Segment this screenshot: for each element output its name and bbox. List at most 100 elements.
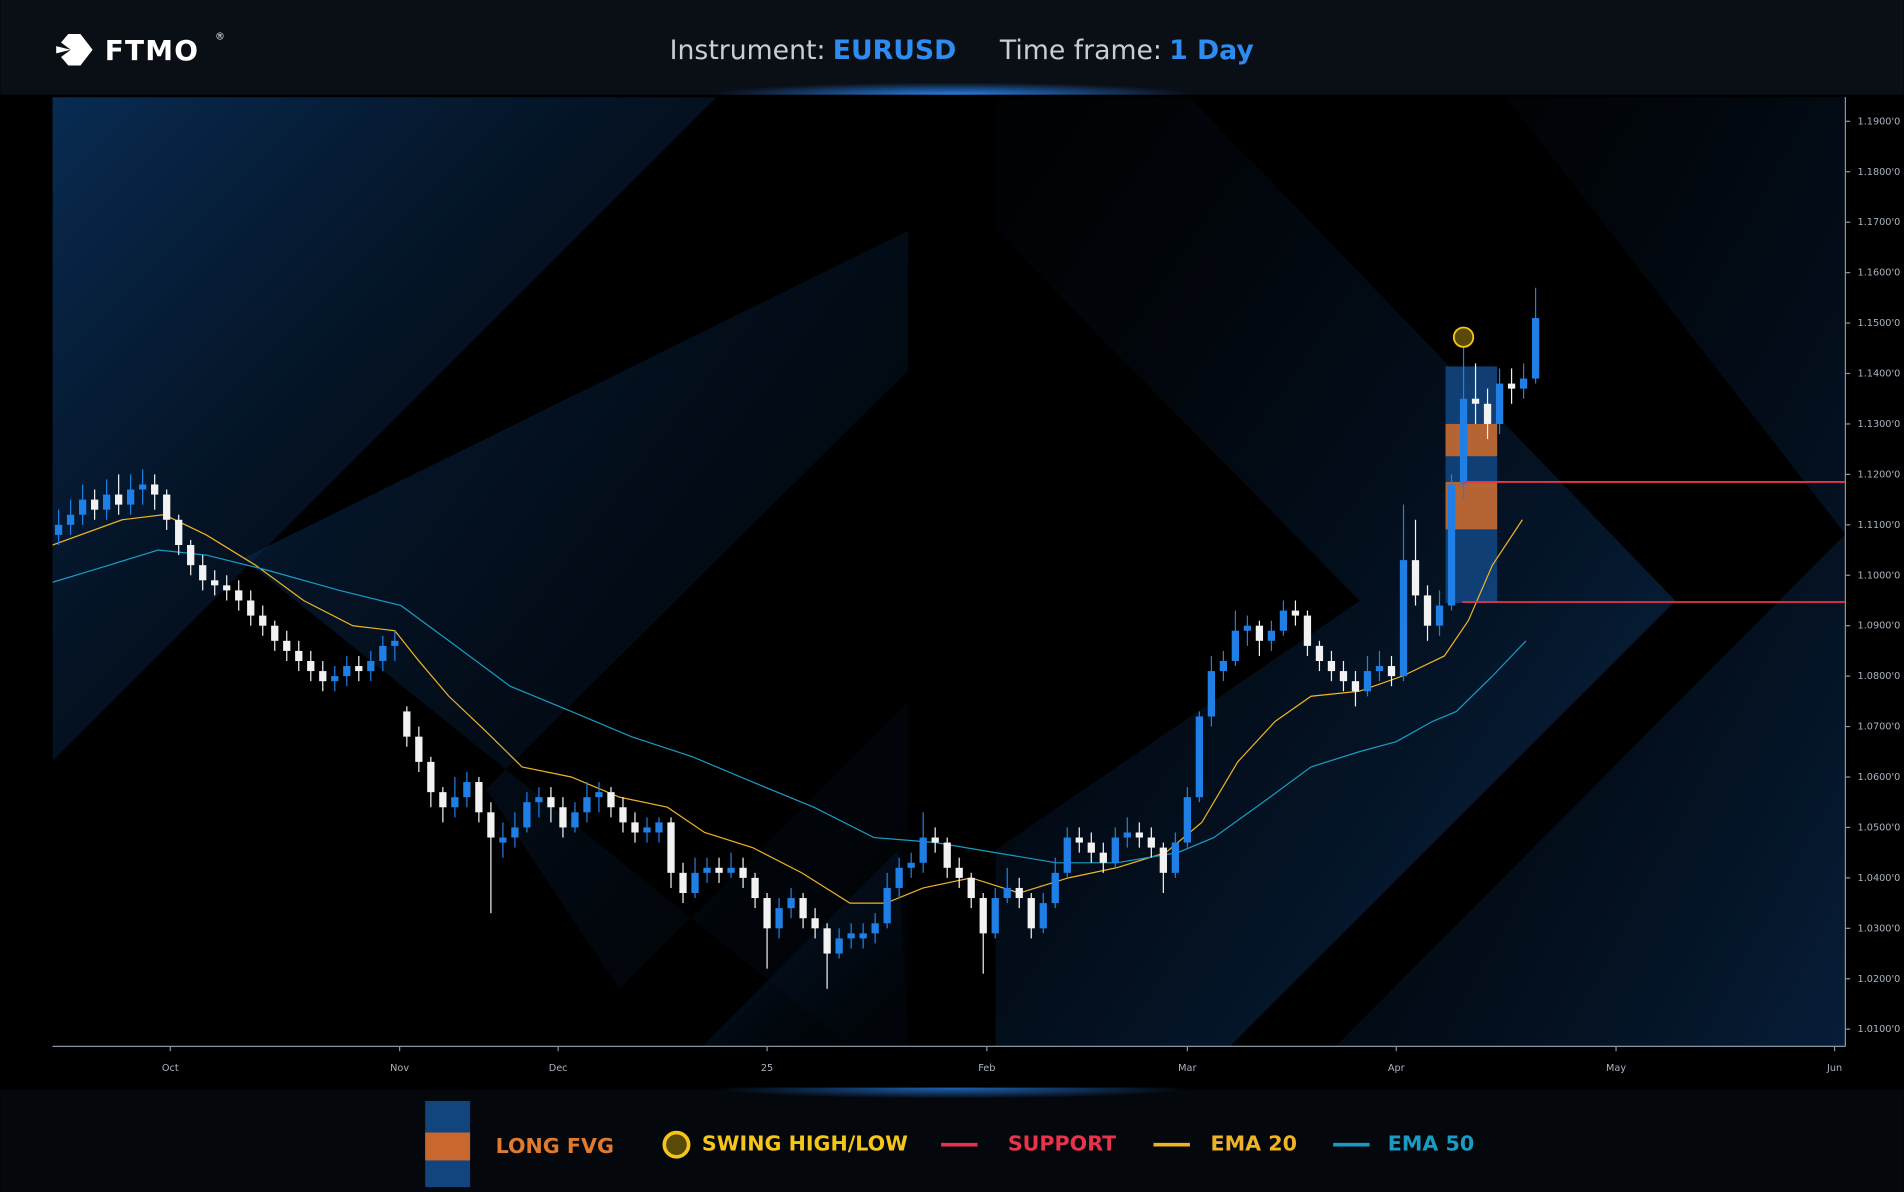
x-tick-label: Oct xyxy=(162,1063,179,1074)
candle-body xyxy=(1351,681,1360,692)
x-tick-label: Mar xyxy=(1178,1063,1196,1074)
candle-body xyxy=(1507,383,1516,389)
candle-body xyxy=(787,898,795,909)
candle-body xyxy=(583,797,591,813)
bg-shape xyxy=(701,849,908,1047)
candle-body xyxy=(403,711,411,737)
candle-body xyxy=(1183,797,1191,843)
candle-body xyxy=(655,822,663,833)
candle-body xyxy=(139,484,147,490)
candle-body xyxy=(679,872,687,894)
legend-label: SUPPORT xyxy=(1008,1132,1116,1156)
logo-text: FTMO xyxy=(105,34,199,67)
candle-body xyxy=(1135,832,1143,838)
candle-body xyxy=(1015,887,1023,899)
y-tick-label: 1.0900'0 xyxy=(1858,621,1901,632)
candle-body xyxy=(763,898,771,929)
candle-body xyxy=(1279,610,1288,631)
candle-body xyxy=(667,822,675,873)
y-tick-label: 1.0700'0 xyxy=(1858,722,1901,733)
candle-body xyxy=(283,640,291,651)
swing-marker xyxy=(1452,326,1475,348)
candle-body xyxy=(475,782,483,813)
candle-body xyxy=(547,797,555,808)
candle-body xyxy=(439,792,447,808)
candle-body xyxy=(1051,872,1059,904)
candle-body xyxy=(979,898,987,934)
y-tick-label: 1.0600'0 xyxy=(1858,772,1901,783)
candle-body xyxy=(1387,666,1396,677)
x-tick-label: Jun xyxy=(1826,1063,1842,1074)
candle-body xyxy=(1003,887,1011,899)
candle-body xyxy=(907,862,915,868)
candle-body xyxy=(1147,837,1155,848)
candle-body xyxy=(463,782,471,798)
candle-body xyxy=(1087,842,1095,853)
candle-body xyxy=(739,867,747,878)
legend-glow xyxy=(709,1087,1195,1110)
x-tick-label: May xyxy=(1606,1063,1626,1074)
header-title: Instrument: EURUSD Time frame: 1 Day xyxy=(670,34,1254,65)
candle-body xyxy=(715,867,723,873)
candle-body xyxy=(307,660,315,672)
y-tick-label: 1.1800'0 xyxy=(1858,167,1901,178)
candle-body xyxy=(943,842,951,868)
y-tick-label: 1.1600'0 xyxy=(1858,268,1901,279)
candle-body xyxy=(1375,666,1384,672)
candle-body xyxy=(799,898,807,919)
bg-shape xyxy=(1335,97,1846,1047)
legend-label: SWING HIGH/LOW xyxy=(702,1132,908,1156)
plot: 1.0100'0 1.0200'0 1.0300'0 1.0400'0 1.0500'0… xyxy=(52,97,1901,1074)
y-tick-label: 1.0800'0 xyxy=(1858,671,1901,682)
candle-body xyxy=(631,822,639,833)
y-tick-label: 1.1900'0 xyxy=(1858,116,1901,127)
logo: FTMO ® xyxy=(56,31,225,67)
candle-body xyxy=(163,494,171,520)
legend: LONG FVG SWING HIGH/LOW SUPPORT EMA 20 EMA 5… xyxy=(425,1100,1474,1188)
candle-body xyxy=(1267,630,1276,641)
candle-body xyxy=(1303,615,1312,646)
legend-label: EMA 20 xyxy=(1211,1132,1297,1156)
candle-body xyxy=(151,484,159,495)
candle-body xyxy=(511,827,519,838)
candle-body xyxy=(1075,837,1083,843)
candle-body xyxy=(391,640,399,646)
candle-body xyxy=(823,928,831,954)
candle-body xyxy=(367,660,375,672)
bg-shape xyxy=(52,97,717,762)
candle-body xyxy=(871,923,879,934)
bg-shape xyxy=(995,97,1676,1047)
legend-swatch xyxy=(425,1132,471,1161)
candle-body xyxy=(775,908,783,929)
candle-body xyxy=(415,736,423,762)
x-tick-label: Nov xyxy=(390,1063,409,1074)
candle-body xyxy=(1255,625,1264,641)
candle-body xyxy=(1231,630,1240,661)
y-tick-label: 1.1000'0 xyxy=(1858,570,1901,581)
fvg-gap xyxy=(1445,423,1498,457)
candle-body xyxy=(619,807,627,823)
candle-body xyxy=(727,867,735,873)
candle-body xyxy=(1483,403,1492,424)
candle-body xyxy=(1411,560,1420,596)
candle-body xyxy=(1063,837,1071,873)
candle-body xyxy=(1531,318,1540,379)
candle-body xyxy=(115,494,123,505)
candle-body xyxy=(895,867,903,888)
candle-body xyxy=(1243,625,1252,631)
candle-body xyxy=(295,650,303,661)
candle-body xyxy=(1291,610,1300,616)
candle-body xyxy=(1519,378,1528,389)
candle-body xyxy=(331,676,339,682)
candle-body xyxy=(247,600,255,616)
x-tick-label: 25 xyxy=(761,1063,773,1074)
candle-body xyxy=(1435,605,1444,626)
candle-body xyxy=(1111,837,1119,863)
candle-body xyxy=(1399,560,1408,677)
candle-body xyxy=(78,499,87,515)
y-tick-label: 1.1400'0 xyxy=(1858,369,1901,380)
candle-body xyxy=(991,898,999,934)
timeframe: 1 Day xyxy=(1169,34,1254,65)
y-tick-label: 1.0200'0 xyxy=(1858,974,1901,985)
x-tick-label: Apr xyxy=(1388,1063,1405,1074)
